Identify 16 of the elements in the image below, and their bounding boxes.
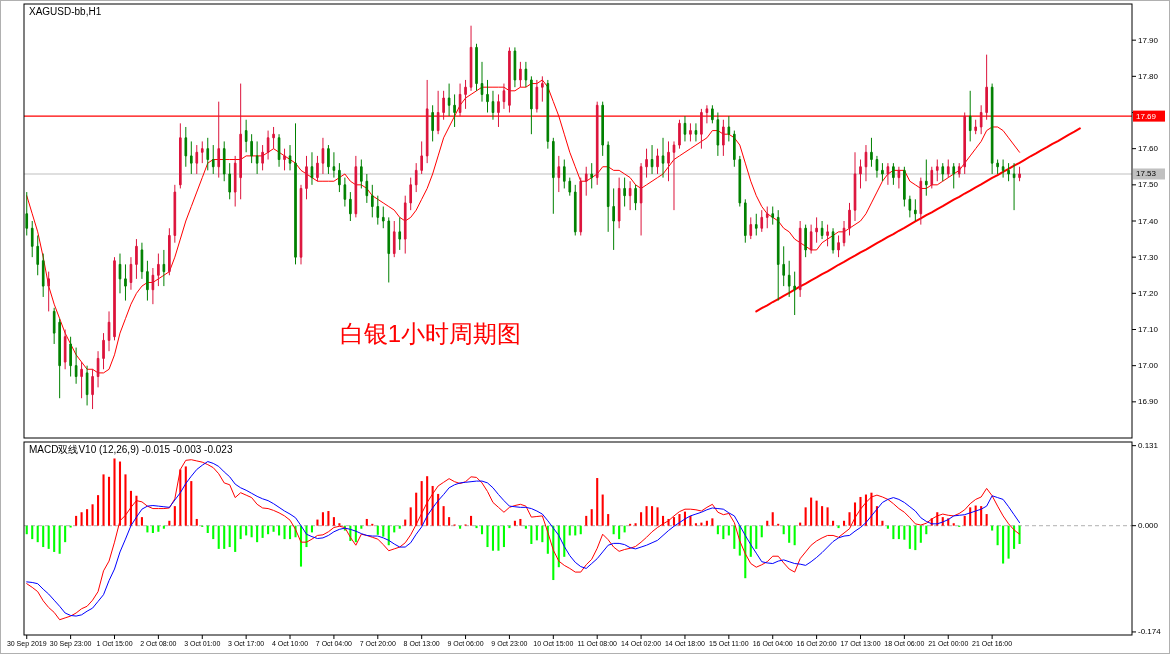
- y-tick-label: 17.00: [1138, 361, 1159, 371]
- y-tick-label: 17.10: [1138, 325, 1159, 334]
- title: XAGUSD-bb,H1: [29, 6, 102, 17]
- y-tick-label: 17.60: [1138, 144, 1159, 154]
- y-tick-label: 17.30: [1138, 252, 1159, 262]
- y-tick-label: 17.20: [1138, 288, 1159, 298]
- ref-line-label: 17.69: [1136, 111, 1157, 121]
- annotation: 白银1小时周期图: [339, 320, 522, 348]
- ref-label: 17.53: [1133, 168, 1165, 180]
- y-tick-label: 16.90: [1138, 397, 1159, 407]
- ref-line-label: 17.53: [1136, 169, 1157, 179]
- ref-label: 17.69: [1133, 110, 1165, 122]
- y-tick-label: 17.40: [1138, 216, 1159, 226]
- y-tick-label: 17.50: [1138, 180, 1159, 190]
- y-tick-label: 17.90: [1138, 35, 1159, 45]
- y-tick-label: 17.80: [1138, 71, 1159, 81]
